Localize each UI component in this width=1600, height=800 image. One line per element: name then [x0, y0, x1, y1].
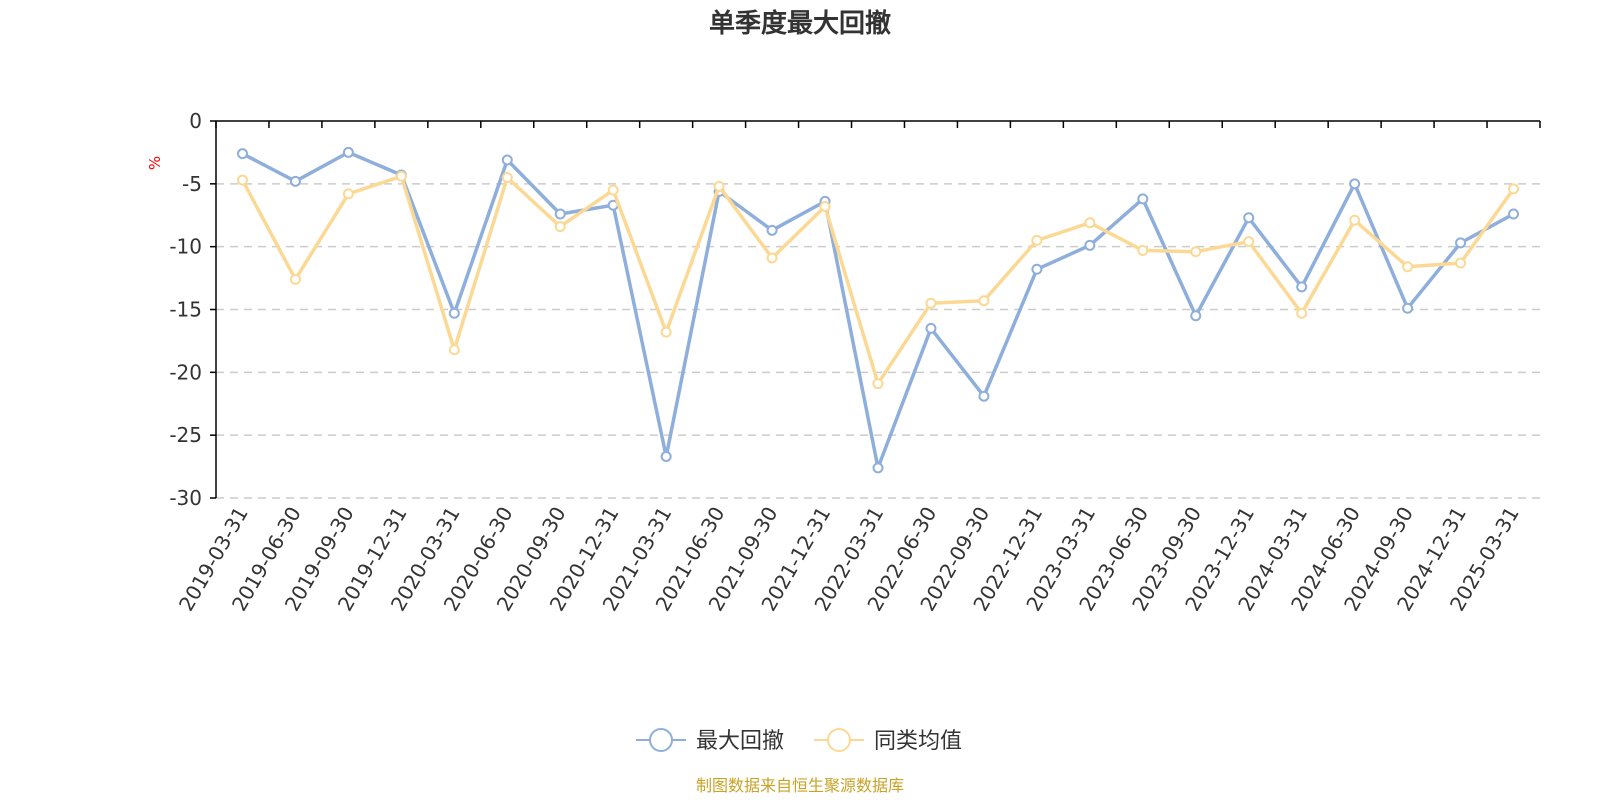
data-point [1137, 244, 1149, 256]
source-note: 制图数据来自恒生聚源数据库 [696, 776, 904, 795]
data-point [448, 344, 460, 356]
y-axis-unit: % [146, 156, 164, 170]
data-point [713, 180, 725, 192]
data-point [236, 174, 248, 186]
data-point [660, 451, 672, 463]
data-point [289, 175, 301, 187]
data-point [1190, 310, 1202, 322]
legend-label: 同类均值 [874, 729, 962, 754]
y-tick-label: 0 [189, 109, 202, 133]
y-tick-label: -25 [169, 423, 202, 447]
data-point [1190, 246, 1202, 258]
data-point [554, 208, 566, 220]
data-point [1296, 281, 1308, 293]
legend-item[interactable]: 最大回撤 [636, 728, 784, 754]
legend-marker-icon [827, 728, 851, 752]
data-point [1296, 307, 1308, 319]
data-point [1243, 212, 1255, 224]
data-point [978, 390, 990, 402]
data-point [925, 322, 937, 334]
data-point [1455, 237, 1467, 249]
y-tick-label: -20 [169, 360, 202, 384]
data-point [289, 273, 301, 285]
data-point [501, 172, 513, 184]
data-point [607, 184, 619, 196]
series [236, 146, 1520, 474]
y-tick-label: -10 [169, 235, 202, 259]
series-2 [236, 170, 1520, 390]
data-point [1402, 302, 1414, 314]
data-point [1137, 193, 1149, 205]
y-tick-label: -30 [169, 486, 202, 510]
data-point [1402, 261, 1414, 273]
data-point [925, 297, 937, 309]
data-point [819, 200, 831, 212]
data-point [395, 170, 407, 182]
data-point [978, 295, 990, 307]
chart-title: 单季度最大回撤 [709, 8, 891, 39]
y-tick-label: -15 [169, 298, 202, 322]
data-point [1243, 236, 1255, 248]
data-point [1031, 263, 1043, 275]
legend[interactable]: 最大回撤 同类均值 [636, 728, 962, 754]
data-point [342, 188, 354, 200]
data-point [1031, 234, 1043, 246]
data-point [1508, 208, 1520, 220]
data-point [1455, 257, 1467, 269]
data-point [1349, 178, 1361, 190]
legend-item[interactable]: 同类均值 [814, 728, 962, 754]
data-point [766, 252, 778, 264]
data-point [501, 154, 513, 166]
data-point [660, 326, 672, 338]
data-point [872, 462, 884, 474]
grid-lines [216, 183, 1540, 499]
series-line [240, 174, 1515, 386]
y-tick-label: -5 [182, 172, 202, 196]
data-point [1084, 217, 1096, 229]
data-point [342, 146, 354, 158]
data-point [1508, 183, 1520, 195]
data-point [554, 221, 566, 233]
data-point [448, 307, 460, 319]
data-point [1349, 214, 1361, 226]
data-point [766, 224, 778, 236]
legend-label: 最大回撤 [696, 729, 784, 754]
data-point [1084, 239, 1096, 251]
legend-marker-icon [649, 728, 673, 752]
data-point [236, 148, 248, 160]
data-point [872, 378, 884, 390]
